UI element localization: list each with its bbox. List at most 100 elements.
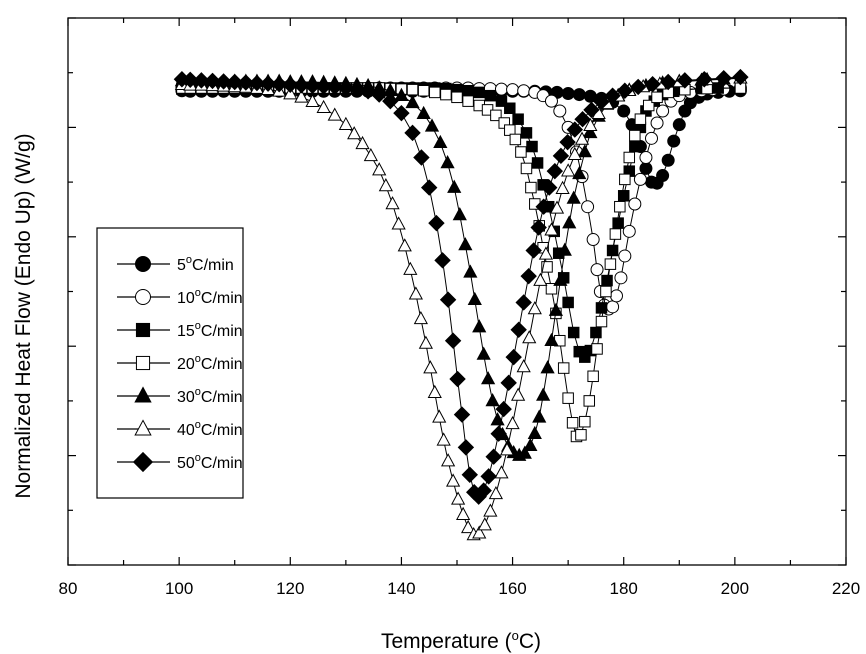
data-point (559, 133, 576, 151)
data-point (667, 134, 681, 148)
x-tick-label: 120 (276, 579, 304, 598)
data-point (510, 321, 527, 338)
y-axis-title: Normalized Heat Flow (Endo Up) (W/g) (12, 133, 35, 498)
data-point (441, 453, 456, 467)
data-point (651, 91, 663, 104)
data-point (421, 179, 438, 196)
data-point (418, 335, 433, 349)
data-point (397, 238, 412, 252)
legend-label: 5oC/min (177, 254, 234, 274)
data-point (348, 80, 366, 98)
data-point (527, 425, 542, 440)
series-1 (175, 81, 747, 316)
data-point (427, 384, 442, 398)
x-tick-label: 100 (165, 579, 193, 598)
data-point (546, 162, 564, 180)
data-point (363, 147, 378, 162)
data-point (572, 88, 586, 102)
data-point (413, 310, 428, 325)
data-point (408, 286, 423, 300)
legend-marker (132, 451, 154, 473)
legend-label-number: 15 (177, 323, 195, 340)
data-point (532, 409, 547, 423)
data-point (485, 448, 502, 465)
data-point (495, 95, 508, 107)
data-point (619, 173, 631, 186)
data-point (544, 222, 559, 236)
legend-label-number: 10 (177, 290, 195, 307)
data-point (574, 131, 590, 145)
data-point (614, 200, 626, 213)
data-point (583, 101, 600, 119)
data-point (215, 73, 232, 90)
legend-label: 10oC/min (177, 287, 243, 307)
data-point (393, 104, 410, 122)
data-point (628, 197, 642, 211)
data-point (600, 285, 612, 298)
data-point (575, 429, 587, 441)
data-point (462, 85, 474, 97)
data-point (511, 387, 526, 401)
data-point (561, 163, 576, 177)
data-point (472, 319, 487, 333)
data-point (480, 468, 497, 485)
legend-item: 5oC/min (117, 254, 234, 274)
legend-label-number: 5 (177, 257, 186, 274)
data-point (433, 134, 448, 149)
data-point (566, 417, 579, 429)
data-point (477, 517, 492, 531)
data-point (617, 190, 630, 202)
data-point (614, 271, 628, 285)
data-point (696, 71, 713, 88)
series-line (181, 77, 741, 536)
legend-label-unit: C/min (201, 356, 243, 373)
data-point (567, 146, 582, 161)
data-point (434, 252, 451, 269)
data-point (494, 82, 508, 96)
data-point (581, 200, 595, 214)
data-point (439, 291, 457, 308)
data-point (337, 79, 355, 97)
data-point (661, 153, 675, 167)
data-point (586, 233, 600, 247)
legend-label-superscript: o (186, 254, 192, 266)
plot-area (173, 68, 749, 541)
data-point (595, 302, 608, 314)
legend-item: 10oC/min (117, 287, 243, 307)
legend-label-unit: C/min (201, 455, 243, 472)
data-point (562, 296, 574, 309)
legend-label-unit: C/min (201, 389, 243, 406)
data-point (451, 91, 463, 104)
data-point (572, 166, 587, 180)
data-point (447, 179, 462, 193)
data-point (315, 78, 332, 95)
legend-label: 40oC/min (177, 419, 243, 439)
data-point (566, 121, 584, 138)
data-point (481, 371, 496, 385)
data-point (515, 146, 527, 158)
data-point (405, 94, 420, 109)
data-point (467, 291, 482, 305)
series-3 (176, 82, 747, 443)
data-point (540, 360, 555, 374)
data-point (449, 370, 466, 388)
data-point (672, 118, 686, 132)
legend-label-superscript: o (195, 353, 201, 365)
data-point (259, 75, 277, 92)
data-point (644, 75, 661, 93)
data-point (616, 82, 634, 99)
data-point (423, 360, 438, 374)
data-point (583, 117, 598, 132)
data-point (516, 359, 531, 373)
data-point (548, 302, 564, 316)
data-point (604, 258, 617, 270)
data-point (391, 216, 406, 230)
data-point (659, 73, 677, 91)
data-point (372, 162, 387, 176)
data-point (583, 395, 596, 407)
data-point (629, 78, 647, 96)
data-point (456, 506, 471, 520)
legend-label-superscript: o (195, 320, 201, 332)
data-point (574, 110, 591, 128)
